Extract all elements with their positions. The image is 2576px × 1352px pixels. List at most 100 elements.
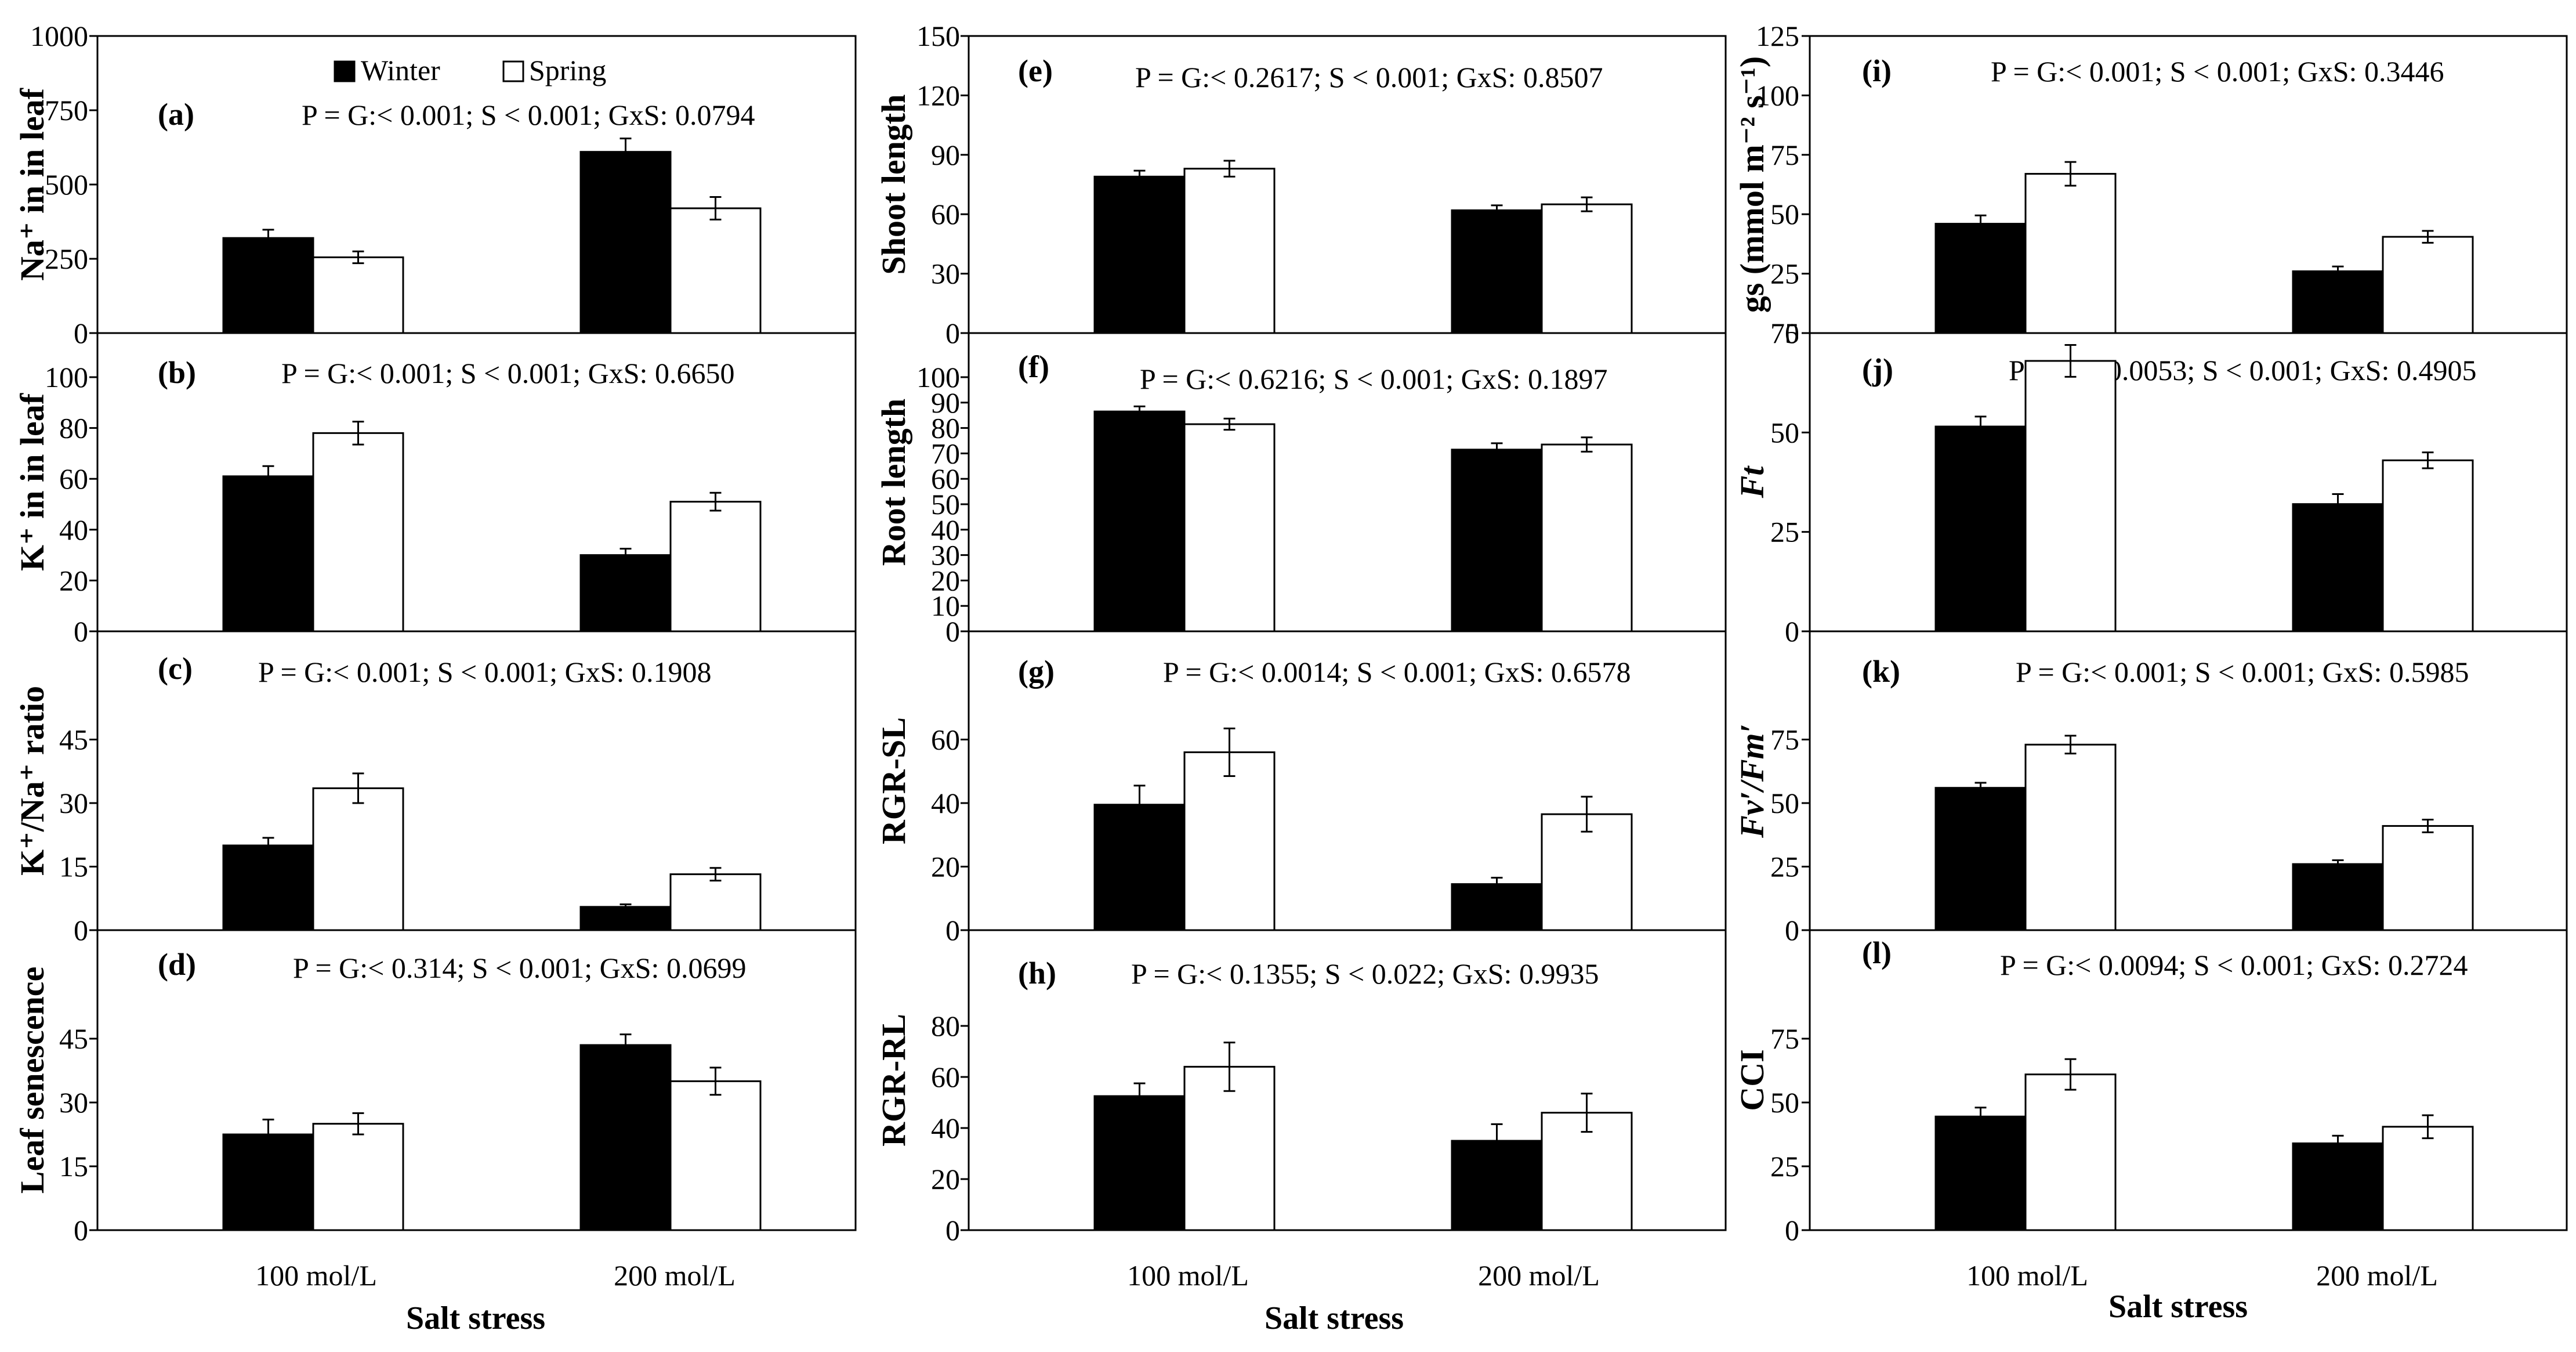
bar-spring-1 [2024,360,2117,632]
bar-spring-2 [2382,236,2474,334]
panel-label: (g) [1018,654,1055,689]
bar-winter-2 [2292,863,2384,931]
bar-spring-2 [1541,203,1633,334]
y-axis-title: Fv′/Fm′ [1733,724,1771,838]
bar-winter-1 [1093,1095,1186,1231]
y-tick-label: 70 [931,437,960,469]
y-tick-label: 50 [1770,416,1799,449]
bar-spring-1 [1183,168,1276,334]
y-tick-label: 80 [931,1010,960,1042]
panel-label: (l) [1862,935,1892,970]
bar-spring-1 [2024,743,2117,931]
bar-spring-1 [1183,1065,1276,1231]
legend-swatch-winter [334,60,356,82]
panel-label: (h) [1018,956,1056,990]
y-axis-title: K⁺ in in leaf [13,393,51,571]
y-tick-label: 750 [45,94,88,126]
x-axis-title-col3: Salt stress [2108,1289,2248,1325]
y-tick-label: 120 [916,79,960,111]
panel-frame [968,929,1727,1231]
bar-winter-2 [1451,883,1543,931]
bar-winter-2 [579,906,672,931]
y-tick-label: 50 [931,488,960,520]
y-tick-label: 75 [1770,724,1799,756]
bar-spring-1 [312,432,404,632]
y-tick-label: 0 [1785,1214,1799,1246]
y-axis-title: RGR-SL [875,717,912,844]
panel-label: (a) [158,97,194,132]
panel-stats: P = G:< 0.001; S < 0.001; GxS: 0.1908 [258,656,711,688]
bar-winter-1 [222,475,314,632]
y-tick-label: 1000 [30,20,88,52]
legend: Winter Spring [334,54,606,86]
bar-winter-2 [1451,209,1543,334]
y-tick-label: 50 [1770,1086,1799,1119]
bar-winter-2 [579,1044,672,1231]
bar-winter-1 [222,844,314,931]
panel-stats: P = G:< 0.1355; S < 0.022; GxS: 0.9935 [1131,957,1599,990]
bar-spring-2 [1541,813,1633,931]
y-tick-label: 25 [1770,258,1799,290]
panel-frame [96,929,857,1231]
y-tick-label: 25 [1770,1150,1799,1183]
y-tick-label: 125 [1756,20,1799,52]
bar-winter-2 [1451,449,1543,632]
y-tick-label: 60 [931,198,960,230]
panel-label: (e) [1018,53,1053,88]
bar-winter-2 [579,554,672,632]
y-tick-label: 0 [74,1214,88,1246]
y-tick-label: 100 [45,361,88,393]
panel-frame [1809,929,2568,1231]
panel-stats: P = G:< 0.2617; S < 0.001; GxS: 0.8507 [1135,61,1603,93]
y-tick-label: 0 [74,914,88,946]
y-tick-label: 45 [59,724,88,756]
y-axis-title: gs (mmol m⁻² s⁻¹) [1733,56,1771,313]
x-tick-label-col3-100: 100 mol/L [1966,1259,2088,1292]
y-tick-label: 0 [945,1214,960,1246]
legend-label-spring: Spring [529,54,606,86]
bar-winter-1 [1093,804,1186,931]
y-tick-label: 40 [931,514,960,546]
y-tick-label: 0 [945,317,960,349]
y-tick-label: 100 [1756,79,1799,111]
y-tick-label: 0 [74,615,88,648]
bar-spring-1 [1183,423,1276,632]
y-tick-label: 30 [931,539,960,572]
y-tick-label: 150 [916,20,960,52]
y-tick-label: 90 [931,139,960,171]
bar-winter-1 [1093,410,1186,632]
panel-label: (c) [158,651,193,686]
y-axis-title: K⁺/Na⁺ ratio [13,686,51,876]
bar-winter-1 [222,1133,314,1231]
panel-label: (b) [158,355,196,390]
bar-spring-1 [312,1123,404,1231]
panel-label: (d) [158,947,196,982]
y-tick-label: 60 [931,1061,960,1093]
y-tick-label: 500 [45,168,88,201]
x-axis-title-col1: Salt stress [406,1300,545,1336]
x-axis-labels: 100 mol/L 200 mol/L Salt stress 100 mol/… [255,1259,2438,1336]
bar-spring-2 [2382,825,2474,931]
panel-stats: P = G:< 0.001; S < 0.001; GxS: 0.6650 [281,357,734,389]
y-tick-label: 100 [916,361,960,393]
x-tick-label-col1-100: 100 mol/L [255,1259,377,1292]
bar-spring-2 [669,873,762,931]
y-tick-label: 30 [59,787,88,819]
y-axis-title: Root length [875,399,912,566]
panel-e: 0 30 60 90 120 150 Shoot length (e) P = G:< 0.26… [875,20,1727,349]
legend-label-winter: Winter [361,54,440,86]
x-tick-label-col2-200: 200 mol/L [1478,1259,1600,1292]
y-tick-label: 25 [1770,851,1799,883]
y-tick-label: 20 [931,851,960,883]
bar-winter-2 [579,151,672,334]
y-tick-label: 20 [931,564,960,597]
y-tick-label: 0 [74,317,88,349]
y-tick-label: 15 [59,1150,88,1183]
panel-label: (j) [1862,352,1893,387]
bar-spring-2 [669,1080,762,1231]
y-tick-label: 0 [1785,317,1799,349]
panel-stats: P = G:< 0.0094; S < 0.001; GxS: 0.2724 [2000,949,2468,981]
panel-a: 0 250 500 750 1000 Na⁺ in in leaf (a) P = G:< 0… [13,20,857,349]
